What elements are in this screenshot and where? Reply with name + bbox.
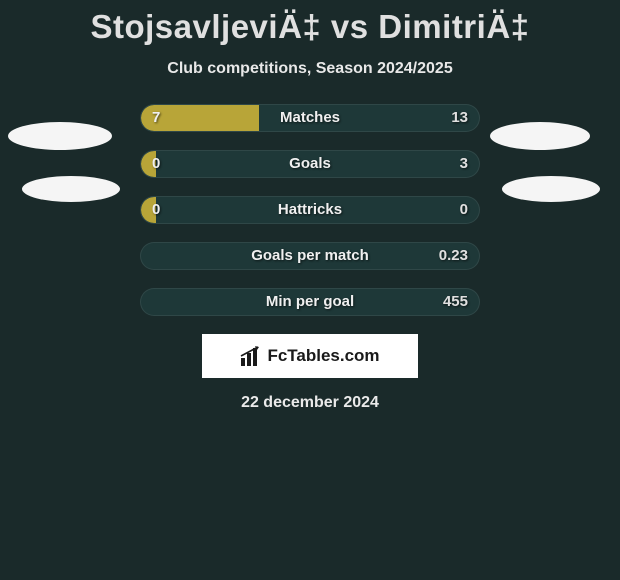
player-badge-placeholder <box>22 176 120 202</box>
stat-row: Min per goal455 <box>0 288 620 316</box>
player-badge-placeholder <box>502 176 600 202</box>
player-badge-placeholder <box>490 122 590 150</box>
stat-right-value: 0 <box>460 196 468 224</box>
stat-label: Matches <box>140 104 480 132</box>
stat-label: Min per goal <box>140 288 480 316</box>
stat-right-value: 3 <box>460 150 468 178</box>
source-logo[interactable]: FcTables.com <box>202 334 418 378</box>
bars-icon <box>240 346 262 366</box>
comparison-title: StojsavljeviÄ‡ vs DimitriÄ‡ <box>0 0 620 46</box>
snapshot-date: 22 december 2024 <box>0 394 620 412</box>
comparison-subtitle: Club competitions, Season 2024/2025 <box>0 60 620 78</box>
stat-right-value: 455 <box>443 288 468 316</box>
stat-label: Goals <box>140 150 480 178</box>
player-badge-placeholder <box>8 122 112 150</box>
stat-right-value: 0.23 <box>439 242 468 270</box>
stat-row: Goals per match0.23 <box>0 242 620 270</box>
stat-row: 0Goals3 <box>0 150 620 178</box>
source-logo-text: FcTables.com <box>267 346 379 366</box>
stat-label: Hattricks <box>140 196 480 224</box>
stat-right-value: 13 <box>451 104 468 132</box>
stat-label: Goals per match <box>140 242 480 270</box>
